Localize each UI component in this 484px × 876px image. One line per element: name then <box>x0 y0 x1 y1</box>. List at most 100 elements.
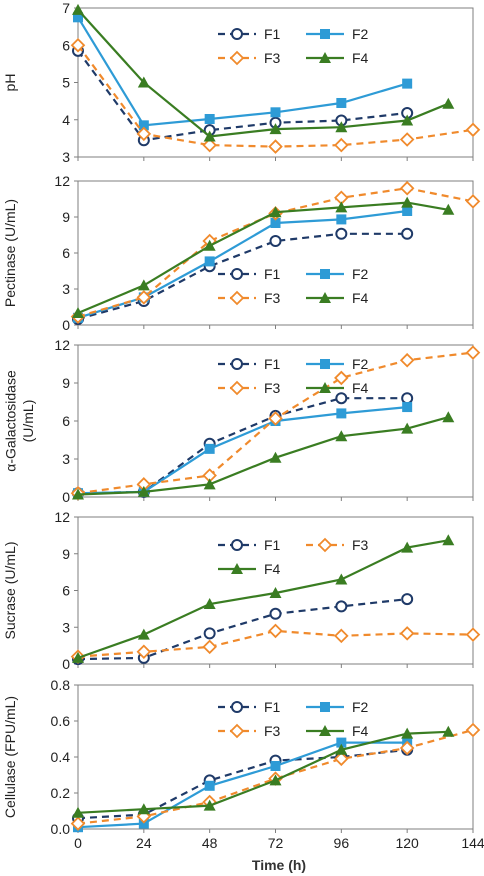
series-F4-point <box>72 651 84 663</box>
series-F3-point <box>70 37 86 53</box>
legend-label: F1 <box>264 356 281 372</box>
series-F4-point <box>335 743 348 755</box>
legend-marker <box>231 358 243 370</box>
series-F4-point <box>442 534 455 546</box>
y-tick-label: 0 <box>62 656 70 672</box>
series-F3-point <box>399 132 415 147</box>
series-F1-point <box>401 227 414 240</box>
series-F4-point <box>442 203 455 215</box>
series-F1-point <box>335 392 348 405</box>
x-tick-label: 48 <box>202 835 218 851</box>
legend-item-F1: F1 <box>218 699 281 715</box>
x-tick-label: 144 <box>461 835 484 851</box>
series-F1-point <box>335 600 348 613</box>
series-F3-point <box>202 639 217 655</box>
legend-item-F3: F3 <box>306 537 369 553</box>
series-F4-point <box>269 451 282 463</box>
series-F1-point <box>269 235 282 247</box>
series-F3-point <box>465 122 481 138</box>
x-tick-label: 72 <box>268 835 284 851</box>
legend-marker <box>319 382 331 393</box>
series-F1-line <box>77 598 408 661</box>
panel-3: 0 3 6 9 12 α-Galactosidase (U/mL) F1 F2 F3 F4 <box>3 337 481 505</box>
series-F4-point <box>137 76 150 88</box>
series-F4-point <box>269 206 282 218</box>
legend-label: F2 <box>352 26 369 42</box>
series-F3-point <box>268 139 283 154</box>
series-F4-point <box>401 114 414 126</box>
series-F4-point <box>137 628 150 640</box>
legend-label: F3 <box>264 50 281 66</box>
x-tick-label: 96 <box>334 835 350 851</box>
series-F3-point <box>334 751 349 767</box>
legend-marker <box>320 359 330 369</box>
series-F2-point <box>204 443 215 454</box>
panel-5: 0.0 0.2 0.4 0.6 0.8 0 24 48 72 96 120 144 Cellulase … <box>2 677 484 851</box>
series-F1-point <box>401 593 414 606</box>
legend-label: F2 <box>352 266 369 282</box>
legend-marker <box>231 563 243 574</box>
legend-item-F1: F1 <box>218 537 281 553</box>
series-F2-line <box>77 16 408 127</box>
y-axis-label: Cellulase (FPU/mL) <box>2 696 18 818</box>
legend-label: F1 <box>264 537 281 553</box>
series-F4-point <box>72 806 84 818</box>
legend-item-F1: F1 <box>218 26 281 42</box>
series-F3-point <box>399 180 415 196</box>
series-F2-point <box>270 218 281 228</box>
legend-item-F2: F2 <box>306 266 369 282</box>
y-tick-label: 3 <box>62 451 70 467</box>
y-tick-label: 0 <box>62 317 70 333</box>
series-F2-point <box>336 214 347 225</box>
y-tick-label: 3 <box>62 619 70 635</box>
series-F4-point <box>203 799 216 811</box>
series-F4-point <box>203 130 216 142</box>
legend-item-F4: F4 <box>306 50 369 66</box>
series-F4-point <box>137 803 150 815</box>
y-tick-label: 12 <box>54 173 70 189</box>
series-F2-point <box>402 206 413 216</box>
series-F1-point <box>203 627 216 640</box>
series-F4-point <box>335 573 348 585</box>
series-F4-point <box>269 123 282 135</box>
series-F3-point <box>399 740 415 756</box>
series-F4-point <box>442 725 455 737</box>
series-F4-point <box>269 774 282 786</box>
y-tick-label: 0.2 <box>51 785 71 801</box>
series-F4-point <box>137 485 150 497</box>
legend-item-F4: F4 <box>218 561 281 577</box>
legend-marker <box>317 537 333 553</box>
y-tick-label: 0.8 <box>51 677 71 693</box>
y-tick-label: 0.6 <box>51 713 71 729</box>
series-F4-point <box>72 307 84 318</box>
series-F4-point <box>137 279 150 291</box>
y-tick-label: 12 <box>54 337 70 353</box>
legend-marker <box>319 52 331 63</box>
series-F3-point <box>399 626 415 641</box>
series-F1-line <box>77 748 408 820</box>
series-F4-point <box>401 196 414 208</box>
legend-marker <box>320 702 330 712</box>
legend-label: F2 <box>352 699 369 715</box>
y-tick-label: 6 <box>62 413 70 429</box>
x-axis-label: Time (h) <box>252 857 306 873</box>
series-F4-point <box>203 597 216 609</box>
series-F2-point <box>204 780 215 791</box>
series-F1-point <box>401 392 414 405</box>
legend-item-F3: F3 <box>218 723 281 739</box>
y-tick-label: 6 <box>62 583 70 599</box>
series-F4-line <box>77 539 449 659</box>
series-F3-point <box>334 137 349 153</box>
legend-label: F4 <box>352 380 369 396</box>
y-tick-label: 9 <box>62 546 70 562</box>
series-F4-point <box>401 422 414 434</box>
legend-item-F4: F4 <box>306 723 369 739</box>
series-F4-point <box>72 488 84 500</box>
series-F3-point <box>334 628 349 644</box>
x-tick-label: 24 <box>136 835 152 851</box>
y-tick-label: 0.4 <box>51 749 71 765</box>
series-F1-line <box>77 232 408 321</box>
legend-item-F2: F2 <box>306 356 369 372</box>
series-F3-point <box>136 126 152 142</box>
series-F4-point <box>335 121 348 133</box>
